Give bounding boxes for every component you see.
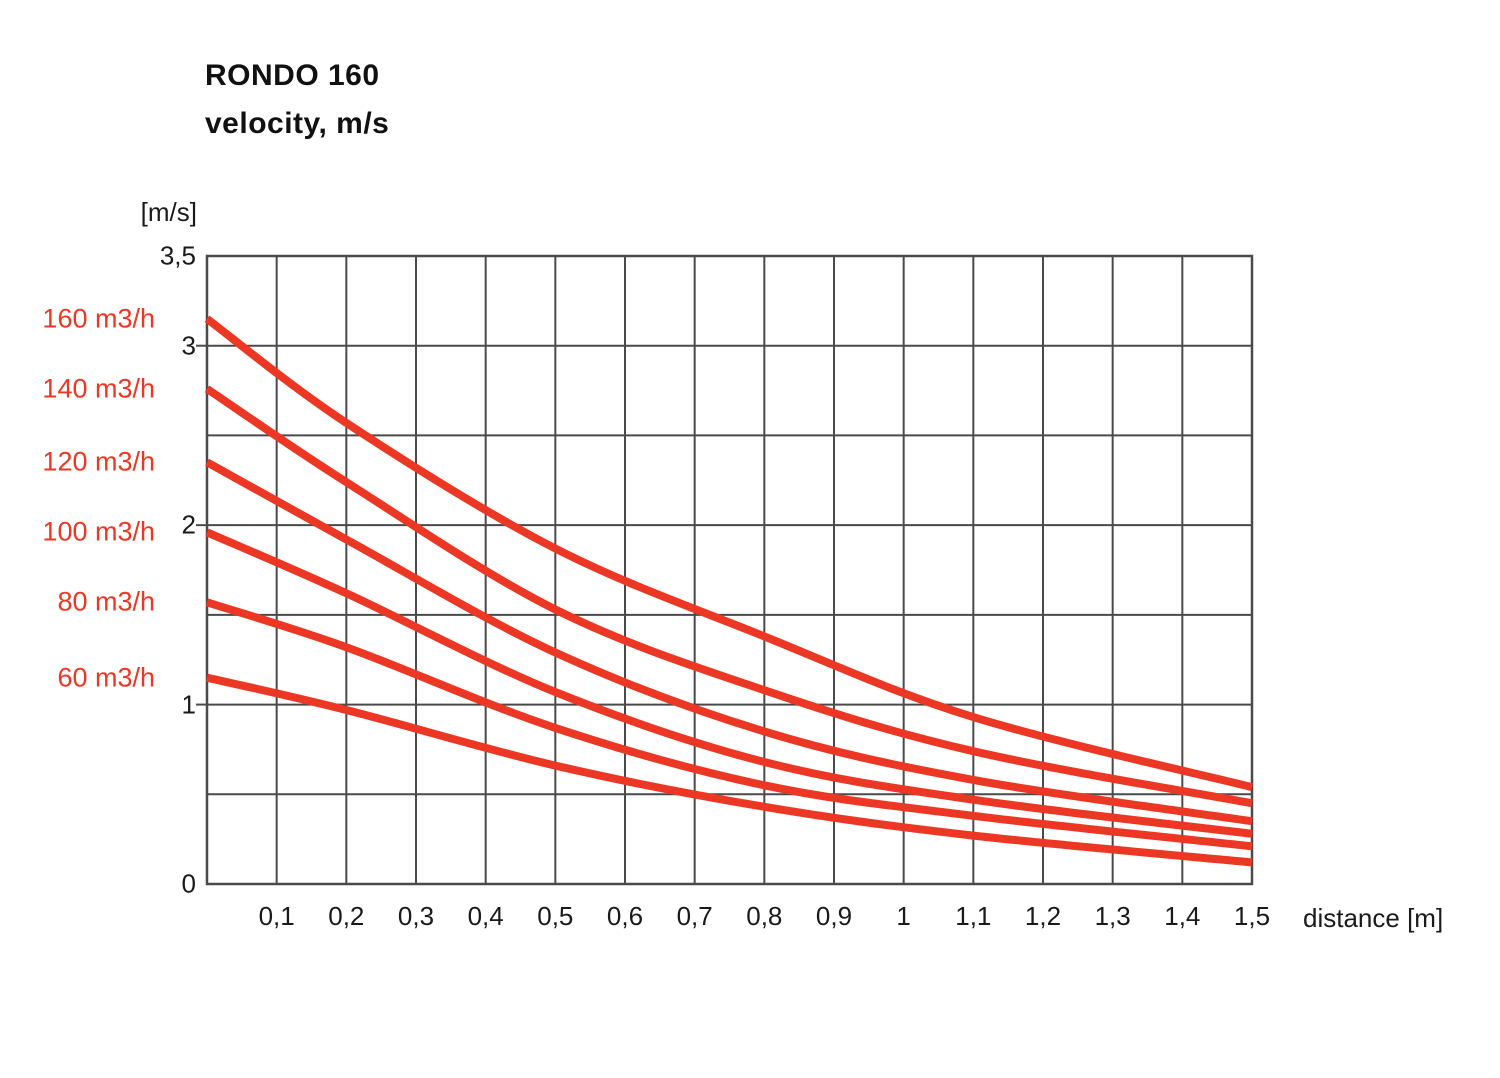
x-tick-label-1,5: 1,5: [1233, 901, 1271, 931]
x-tick-label-1,3: 1,3: [1094, 901, 1131, 931]
series-label-120-m3-h: 120 m3/h: [42, 446, 155, 477]
y-tick-label-3: 3: [181, 330, 196, 361]
x-tick-label-1,4: 1,4: [1164, 901, 1201, 931]
x-tick-label-0,2: 0,2: [328, 901, 365, 931]
x-tick-label-0,6: 0,6: [606, 901, 644, 931]
series-label-160-m3-h: 160 m3/h: [42, 303, 155, 334]
series-label-80-m3-h: 80 m3/h: [57, 586, 155, 617]
x-tick-label-0,4: 0,4: [467, 901, 504, 931]
y-tick-label-3,5: 3,5: [159, 240, 196, 271]
x-tick-label-0,9: 0,9: [815, 901, 853, 931]
chart-title-line1: RONDO 160: [205, 59, 380, 92]
series-curve-60-m3-h: [206, 673, 1253, 867]
plot-border: [205, 254, 1254, 886]
y-tick-label-0: 0: [181, 868, 196, 899]
x-tick-label-0,5: 0,5: [537, 901, 574, 931]
x-tick-label-1,2: 1,2: [1024, 901, 1062, 931]
series-curve-100-m3-h: [205, 528, 1253, 838]
x-tick-label-1,1: 1,1: [955, 901, 992, 931]
y-tick-label-1: 1: [181, 689, 196, 720]
x-tick-label-0,7: 0,7: [676, 901, 713, 931]
x-axis-title: distance [m]: [1303, 903, 1444, 933]
series-curve-80-m3-h: [205, 598, 1253, 851]
series-curve-160-m3-h: [204, 315, 1253, 791]
series-curve-120-m3-h: [205, 458, 1253, 826]
x-tick-label-1: 1: [896, 901, 911, 931]
y-tick-label-2: 2: [181, 509, 196, 540]
y-axis-unit-label: [m/s]: [140, 197, 197, 227]
series-label-60-m3-h: 60 m3/h: [57, 662, 155, 693]
x-tick-label-0,8: 0,8: [746, 901, 783, 931]
chart-title-line2: velocity, m/s: [205, 107, 390, 140]
chart-title: RONDO 160 velocity, m/s: [205, 52, 389, 148]
series-curve-140-m3-h: [204, 385, 1253, 808]
series-label-140-m3-h: 140 m3/h: [42, 373, 155, 404]
x-tick-label-0,3: 0,3: [397, 901, 435, 931]
series-label-100-m3-h: 100 m3/h: [42, 516, 155, 547]
x-tick-label-0,1: 0,1: [258, 901, 295, 931]
